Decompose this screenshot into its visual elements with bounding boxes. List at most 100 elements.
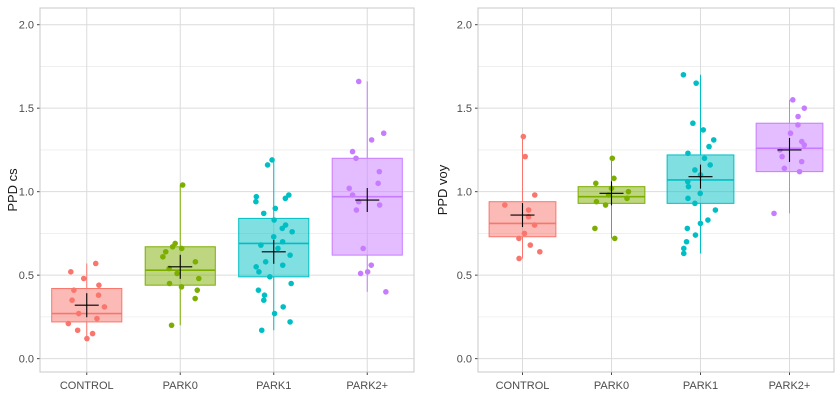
data-point (258, 327, 265, 334)
data-point (192, 295, 198, 302)
data-point (795, 113, 801, 120)
data-point (289, 228, 295, 235)
y-tick-label: 0.5 (19, 270, 34, 282)
data-point (684, 178, 691, 185)
data-point (178, 284, 185, 290)
data-point (685, 195, 691, 202)
data-point (68, 269, 74, 275)
data-point (271, 310, 278, 317)
data-point (624, 195, 630, 202)
data-point (94, 315, 100, 322)
data-point (262, 258, 269, 265)
y-axis-title: PPD voy (435, 164, 450, 215)
data-point (349, 192, 356, 198)
x-tick-label: PARK2+ (769, 380, 811, 392)
data-point (712, 207, 719, 213)
data-point (174, 270, 180, 277)
data-point (779, 153, 785, 160)
data-point (355, 78, 362, 85)
data-point (707, 162, 713, 168)
data-point (531, 192, 538, 198)
data-point (65, 320, 72, 327)
data-point (801, 105, 808, 111)
data-point (288, 280, 294, 287)
data-point (685, 183, 692, 190)
data-point (516, 235, 522, 242)
data-point (101, 304, 108, 310)
data-point (258, 242, 264, 248)
data-point (801, 142, 808, 148)
data-point (178, 245, 185, 252)
data-point (522, 153, 528, 160)
data-point (781, 165, 788, 172)
data-point (693, 80, 699, 86)
x-tick-label: PARK0 (163, 380, 198, 392)
data-point (680, 250, 687, 257)
data-point (269, 157, 275, 163)
data-point (520, 133, 527, 140)
data-point (353, 207, 360, 213)
data-point (592, 225, 598, 232)
data-point (160, 253, 166, 260)
box-group (51, 260, 123, 342)
data-point (166, 280, 173, 287)
y-tick-label: 0.0 (19, 354, 34, 366)
data-point (74, 327, 81, 334)
data-point (527, 242, 534, 248)
data-point (771, 210, 777, 217)
data-point (261, 297, 267, 304)
data-point (196, 275, 202, 282)
data-point (95, 292, 102, 298)
data-point (684, 225, 691, 232)
box-group (755, 97, 824, 217)
box-group (238, 157, 310, 334)
data-point (255, 287, 262, 293)
data-point (270, 233, 277, 240)
data-point (692, 200, 698, 207)
data-point (264, 162, 271, 168)
data-point (602, 202, 609, 208)
data-point (253, 198, 259, 205)
data-point (376, 168, 383, 175)
y-tick-label: 1.5 (19, 103, 34, 115)
data-point (69, 297, 75, 304)
data-point (349, 148, 356, 155)
data-point (287, 319, 293, 325)
data-point (685, 150, 691, 157)
data-point (272, 205, 279, 212)
box-iqr (488, 201, 557, 238)
data-point (690, 120, 696, 127)
data-point (162, 248, 169, 255)
data-point (279, 262, 286, 268)
x-tick-label: PARK2+ (346, 380, 388, 392)
data-point (683, 238, 690, 245)
data-point (168, 322, 175, 329)
data-point (287, 252, 293, 258)
box-group (331, 78, 403, 295)
data-point (798, 158, 805, 165)
data-point (383, 289, 389, 295)
data-point (364, 269, 371, 275)
data-point (253, 193, 260, 200)
data-point (275, 245, 281, 252)
data-point (192, 258, 199, 265)
panel-ppd-cs: 0.0 0.5 1.0 1.5 2.0 CONTROL PARK0 PARK1 PARK2+ PP… (5, 7, 415, 392)
data-point (521, 230, 528, 237)
data-point (537, 248, 543, 255)
data-point (789, 97, 796, 103)
data-point (279, 225, 286, 232)
y-axis-title: PPD cs (5, 168, 20, 212)
data-point (267, 274, 273, 280)
plot-border (477, 7, 835, 373)
data-point (611, 175, 617, 182)
data-point (375, 180, 381, 187)
data-point (380, 130, 387, 137)
data-point (611, 235, 618, 242)
y-tick-label: 1.0 (457, 187, 472, 199)
data-point (795, 122, 801, 128)
x-tick-label: PARK0 (594, 380, 629, 392)
data-point (705, 217, 711, 223)
data-point (692, 167, 698, 173)
data-point (697, 220, 704, 227)
